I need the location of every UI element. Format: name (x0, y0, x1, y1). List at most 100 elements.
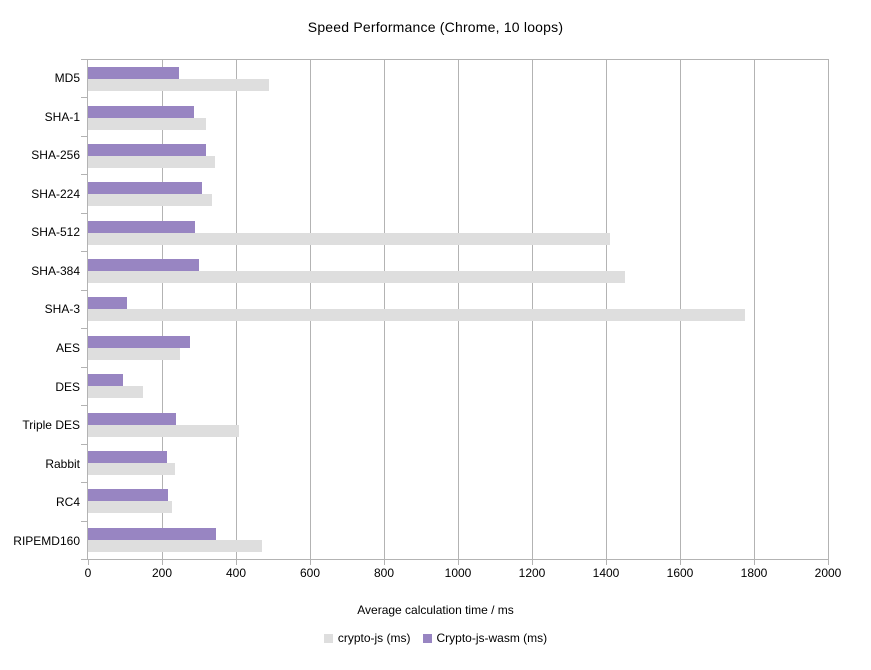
y-axis-tick (81, 367, 87, 368)
y-axis-tick (81, 328, 87, 329)
x-axis-tick-label-1000: 1000 (444, 566, 472, 580)
x-axis-tick-label-0: 0 (84, 566, 92, 580)
bar-crypto-js-ms-ripemd160 (88, 539, 262, 552)
bar-crypto-js-wasm-ms-aes (88, 335, 191, 348)
x-axis-tick-1600 (680, 559, 681, 565)
bar-group-md5 (88, 60, 828, 98)
bar-crypto-js-wasm-ms-ripemd160 (88, 527, 216, 540)
x-axis-tick-label-200: 200 (151, 566, 173, 580)
x-axis-tick-1800 (754, 559, 755, 565)
x-axis-tick-400 (236, 559, 237, 565)
x-axis-tick-label-800: 800 (373, 566, 395, 580)
y-axis-tick (81, 444, 87, 445)
y-axis-tick (81, 559, 87, 560)
x-axis-tick-label-1600: 1600 (666, 566, 694, 580)
y-axis-tick (81, 482, 87, 483)
y-axis-tick (81, 251, 87, 252)
legend-label-crypto-js-wasm: Crypto-js-wasm (ms) (436, 631, 548, 645)
y-axis-label-aes: AES (55, 341, 80, 356)
y-axis-tick (81, 174, 87, 175)
x-axis-tick-1400 (606, 559, 607, 565)
bar-crypto-js-ms-sha-3 (88, 309, 745, 322)
bar-crypto-js-ms-sha-224 (88, 194, 212, 207)
legend-label-crypto-js: crypto-js (ms) (337, 631, 411, 645)
bar-crypto-js-wasm-ms-md5 (88, 67, 179, 80)
bar-crypto-js-ms-triple-des (88, 424, 239, 437)
y-axis-label-rabbit: Rabbit (45, 456, 80, 471)
y-axis-label-sha-512: SHA-512 (31, 225, 80, 240)
bar-crypto-js-wasm-ms-sha-256 (88, 143, 207, 156)
y-axis-label-sha-384: SHA-384 (31, 263, 80, 278)
y-axis-tick (81, 521, 87, 522)
y-axis-ticks (81, 59, 87, 560)
bar-group-des (88, 367, 828, 405)
x-axis-title: Average calculation time / ms (357, 603, 514, 617)
legend-marker-crypto-js (323, 633, 333, 643)
y-axis-label-sha-224: SHA-224 (31, 186, 80, 201)
bar-crypto-js-wasm-ms-rabbit (88, 451, 168, 464)
y-axis-tick (81, 59, 87, 60)
y-axis-label-des: DES (55, 379, 80, 394)
x-axis-tick-2000 (828, 559, 829, 565)
x-axis-tick-label-400: 400 (225, 566, 247, 580)
x-axis-tick-1200 (532, 559, 533, 565)
y-axis-label-rc4: RC4 (55, 495, 80, 510)
bar-crypto-js-wasm-ms-sha-3 (88, 297, 127, 310)
x-axis-tick-label-2000: 2000 (814, 566, 842, 580)
bar-group-sha-384 (88, 252, 828, 290)
y-axis-tick (81, 97, 87, 98)
x-axis-tick-label-600: 600 (299, 566, 321, 580)
x-axis-tick-800 (384, 559, 385, 565)
bar-group-sha-1 (88, 98, 828, 136)
y-axis-label-sha-256: SHA-256 (31, 148, 80, 163)
y-axis-tick (81, 213, 87, 214)
bar-crypto-js-ms-md5 (88, 79, 270, 92)
x-axis-tick-1000 (458, 559, 459, 565)
bar-crypto-js-ms-aes (88, 347, 181, 360)
bar-group-ripemd160 (88, 521, 828, 559)
x-axis-tick-label-1400: 1400 (592, 566, 620, 580)
bar-group-aes (88, 329, 828, 367)
x-axis-tick-200 (162, 559, 163, 565)
y-axis-label-md5: MD5 (54, 71, 80, 86)
bar-crypto-js-ms-sha-1 (88, 117, 206, 130)
y-axis-label-ripemd160: RIPEMD160 (13, 533, 80, 548)
bar-crypto-js-wasm-ms-sha-512 (88, 220, 195, 233)
gridline-1800 (754, 60, 755, 559)
bar-group-triple-des (88, 405, 828, 443)
chart-title: Speed Performance (Chrome, 10 loops) (307, 19, 564, 35)
bar-crypto-js-wasm-ms-sha-1 (88, 105, 195, 118)
bar-group-sha-512 (88, 214, 828, 252)
bar-group-sha-224 (88, 175, 828, 213)
y-axis-tick (81, 136, 87, 137)
bar-crypto-js-ms-rc4 (88, 501, 173, 514)
y-axis-label-sha-3: SHA-3 (44, 302, 80, 317)
bar-crypto-js-ms-sha-256 (88, 155, 215, 168)
y-axis-tick (81, 405, 87, 406)
x-axis-tick-600 (310, 559, 311, 565)
bar-group-sha-256 (88, 137, 828, 175)
bar-crypto-js-wasm-ms-sha-224 (88, 182, 203, 195)
legend-marker-crypto-js-wasm (422, 633, 432, 643)
legend-item-crypto-js-wasm: Crypto-js-wasm (ms) (422, 631, 548, 645)
y-axis-label-sha-1: SHA-1 (44, 109, 80, 124)
bar-group-sha-3 (88, 290, 828, 328)
bar-crypto-js-ms-sha-384 (88, 271, 625, 284)
bar-crypto-js-wasm-ms-des (88, 374, 123, 387)
bar-group-rc4 (88, 482, 828, 520)
bar-crypto-js-wasm-ms-rc4 (88, 489, 169, 502)
y-axis-tick (81, 290, 87, 291)
legend-item-crypto-js: crypto-js (ms) (323, 631, 411, 645)
x-axis-tick-label-1200: 1200 (518, 566, 546, 580)
x-axis-tick-0 (88, 559, 89, 565)
x-axis-tick-label-1800: 1800 (740, 566, 768, 580)
bar-group-rabbit (88, 444, 828, 482)
bar-crypto-js-wasm-ms-sha-384 (88, 259, 199, 272)
bar-crypto-js-wasm-ms-triple-des (88, 412, 176, 425)
y-axis-labels: MD5 SHA-1 SHA-256 SHA-224 SHA-512 SHA-384 SHA-… (0, 59, 80, 560)
plot-area (87, 59, 829, 560)
bar-crypto-js-ms-des (88, 386, 144, 399)
legend: crypto-js (ms) Crypto-js-wasm (ms) (0, 631, 871, 645)
